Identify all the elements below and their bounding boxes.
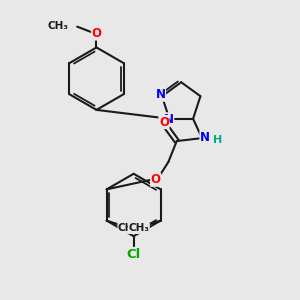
- Text: N: N: [200, 131, 210, 144]
- Text: N: N: [164, 113, 174, 126]
- Text: CH₃: CH₃: [128, 223, 149, 233]
- Text: Cl: Cl: [127, 248, 141, 260]
- Text: O: O: [159, 116, 169, 129]
- Text: O: O: [92, 27, 101, 40]
- Text: O: O: [151, 173, 160, 186]
- Text: H: H: [213, 135, 222, 145]
- Text: N: N: [155, 88, 166, 101]
- Text: CH₃: CH₃: [118, 223, 139, 233]
- Text: CH₃: CH₃: [48, 21, 69, 31]
